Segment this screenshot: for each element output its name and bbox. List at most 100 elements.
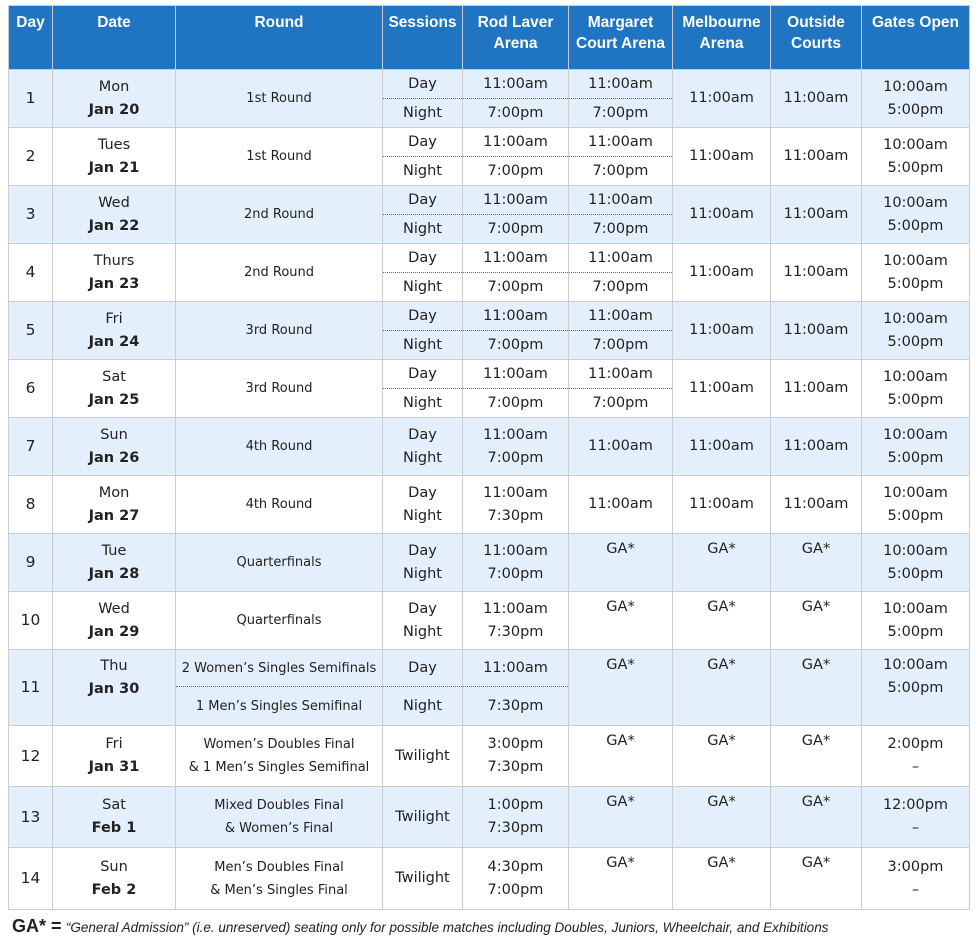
rla-times: 4:30pm 7:00pm: [462, 847, 569, 910]
gates-day: 10:00am: [883, 368, 948, 385]
rla-time-2: 7:00pm: [487, 881, 544, 898]
melbourne-arena-time: 11:00am: [672, 359, 771, 418]
rla-day-time: 11:00am: [462, 649, 569, 687]
gates-dash: –: [911, 820, 920, 836]
day-number: 9: [8, 533, 53, 592]
session-day: Day: [408, 426, 437, 443]
round-line-2: & 1 Men’s Singles Semifinal: [188, 760, 370, 775]
weekday: Mon: [98, 78, 130, 95]
outside-courts-time: GA*: [770, 591, 862, 650]
outside-courts-time: GA*: [770, 786, 862, 848]
mca-time: GA*: [568, 725, 673, 787]
gates-night: 5:00pm: [887, 159, 944, 176]
date-cell: Wed Jan 22: [52, 185, 176, 244]
rla-night-time: 7:00pm: [462, 214, 569, 244]
date: Jan 26: [88, 449, 140, 466]
gates-day: 10:00am: [883, 600, 948, 617]
round-line-1: Women’s Doubles Final: [203, 737, 355, 752]
melbourne-arena-time: 11:00am: [672, 475, 771, 534]
session-night: Night: [382, 156, 463, 186]
footnote-description: “General Admission” (i.e. unreserved) se…: [65, 920, 829, 935]
session-night: Night: [382, 330, 463, 360]
melbourne-arena-time: GA*: [672, 725, 771, 787]
mca-day-time: 11:00am: [568, 359, 673, 389]
gates-time: 3:00pm: [887, 858, 944, 875]
rla-day-time: 11:00am: [483, 484, 548, 501]
header-round: Round: [175, 5, 383, 70]
outside-courts-time: GA*: [770, 533, 862, 592]
gates-open: 10:00am 5:00pm: [861, 301, 970, 360]
session: Twilight: [382, 847, 463, 910]
gates-day: 10:00am: [883, 310, 948, 327]
outside-courts-time: 11:00am: [770, 475, 862, 534]
date-cell: Tue Jan 28: [52, 533, 176, 592]
table-row: 14 Sun Feb 2 Men’s Doubles Final & Men’s S…: [8, 847, 970, 910]
day-number: 8: [8, 475, 53, 534]
date: Jan 31: [88, 759, 140, 775]
mca-day-time: 11:00am: [568, 69, 673, 99]
date-cell: Sat Jan 25: [52, 359, 176, 418]
mca-night-time: 7:00pm: [568, 156, 673, 186]
round-line-2: & Men’s Singles Final: [210, 882, 348, 898]
date: Jan 25: [88, 391, 140, 408]
day-number: 1: [8, 69, 53, 128]
mca-time: GA*: [568, 533, 673, 592]
date-cell: Wed Jan 29: [52, 591, 176, 650]
round-line-1: Men’s Doubles Final: [214, 859, 344, 875]
outside-courts-time: 11:00am: [770, 359, 862, 418]
melbourne-arena-time: GA*: [672, 847, 771, 910]
melbourne-arena-time: 11:00am: [672, 127, 771, 186]
mca-night-time: 7:00pm: [568, 330, 673, 360]
table-row: 5 Fri Jan 24 3rd Round Day 11:00am 11:00a…: [8, 301, 970, 360]
date-cell: Thu Jan 30: [52, 649, 176, 726]
gates-night: 5:00pm: [887, 565, 944, 582]
gates-open: 2:00pm –: [861, 725, 970, 787]
mca-time: GA*: [568, 649, 673, 726]
date-cell: Mon Jan 27: [52, 475, 176, 534]
gates-open: 3:00pm –: [861, 847, 970, 910]
gates-day: 10:00am: [883, 136, 948, 153]
session: Twilight: [382, 725, 463, 787]
round: Quarterfinals: [175, 533, 383, 592]
header-outside-courts: Outside Courts: [770, 5, 862, 70]
header-rod-laver-arena: Rod Laver Arena: [462, 5, 569, 70]
rla-times: 11:00am 7:30pm: [462, 591, 569, 650]
session-day: Day: [382, 243, 463, 273]
rla-day-time: 11:00am: [462, 243, 569, 273]
melbourne-arena-time: GA*: [672, 591, 771, 650]
table-row: 6 Sat Jan 25 3rd Round Day 11:00am 11:00a…: [8, 359, 970, 418]
sessions: Day Night: [382, 533, 463, 592]
table-row-night: Night 7:00pm 7:00pm: [9, 156, 970, 186]
day-number: 5: [8, 301, 53, 360]
round: 2nd Round: [175, 185, 383, 244]
rla-night-time: 7:00pm: [462, 98, 569, 128]
weekday: Mon: [98, 484, 130, 501]
rla-night-time: 7:30pm: [462, 686, 569, 726]
melbourne-arena-time: 11:00am: [672, 243, 771, 302]
date-cell: Sun Jan 26: [52, 417, 176, 476]
mca-time: 11:00am: [568, 475, 673, 534]
outside-courts-time: 11:00am: [770, 301, 862, 360]
session-day: Day: [408, 600, 437, 617]
mca-day-time: 11:00am: [568, 301, 673, 331]
gates-day: 10:00am: [883, 194, 948, 211]
schedule-table: Day Date Round Sessions Rod Laver Arena …: [8, 5, 970, 910]
session: Twilight: [382, 786, 463, 848]
melbourne-arena-time: GA*: [672, 533, 771, 592]
melbourne-arena-time: GA*: [672, 649, 771, 726]
session-day: Day: [382, 127, 463, 157]
footnote-key: GA* =: [12, 916, 62, 936]
gates-open: 10:00am 5:00pm: [861, 69, 970, 128]
gates-open: 10:00am 5:00pm: [861, 533, 970, 592]
table-row-night: Night 7:00pm 7:00pm: [9, 214, 970, 244]
date: Feb 2: [91, 881, 137, 898]
gates-night: 5:00pm: [887, 507, 944, 524]
header-sessions: Sessions: [382, 5, 463, 70]
weekday: Tue: [101, 542, 127, 559]
outside-courts-time: 11:00am: [770, 69, 862, 128]
rla-times: 11:00am 7:00pm: [462, 533, 569, 592]
round: Quarterfinals: [175, 591, 383, 650]
rla-day-time: 11:00am: [483, 542, 548, 559]
weekday: Thurs: [93, 252, 135, 269]
round-line-1: Mixed Doubles Final: [214, 798, 344, 813]
